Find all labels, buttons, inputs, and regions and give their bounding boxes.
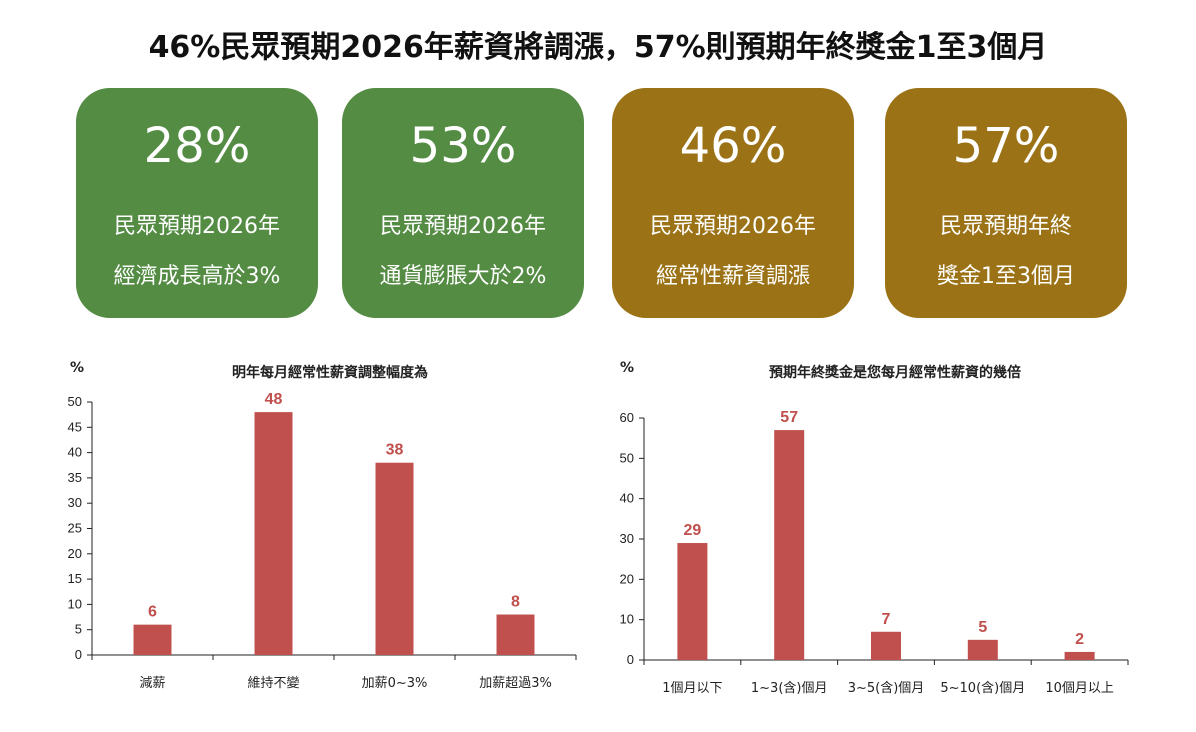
y-tick-label: 0 bbox=[75, 647, 82, 662]
y-tick-label: 25 bbox=[68, 521, 82, 536]
stat-card-bonus: 57% 民眾預期年終 獎金1至3個月 bbox=[885, 88, 1127, 318]
bar bbox=[774, 430, 805, 660]
stat-label-line1: 民眾預期2026年 bbox=[380, 214, 546, 239]
bar-value-label: 38 bbox=[386, 442, 404, 459]
x-tick-label: 減薪 bbox=[139, 675, 165, 691]
y-tick-label: 40 bbox=[68, 445, 82, 460]
stat-label-line2: 經濟成長高於3% bbox=[113, 264, 281, 289]
y-tick-label: 0 bbox=[627, 652, 634, 667]
stat-label-line2: 通貨膨脹大於2% bbox=[379, 264, 547, 289]
bonus-multiple-chart-svg: 預期年終獎金是您每月經常性薪資的幾倍% 0 10 20 30 40 50 60 29 1個月以下 5… bbox=[620, 360, 1129, 696]
stat-value: 57% bbox=[952, 118, 1060, 174]
y-tick-label: 40 bbox=[620, 491, 634, 506]
y-axis-unit: % bbox=[620, 360, 634, 376]
bonus-multiple-chart: 預期年終獎金是您每月經常性薪資的幾倍% 0 10 20 30 40 50 60 29 1個月以下 5… bbox=[600, 355, 1150, 705]
stat-card-inflation: 53% 民眾預期2026年 通貨膨脹大於2% bbox=[342, 88, 584, 318]
y-tick-label: 30 bbox=[620, 531, 634, 546]
x-tick-label: 1個月以下 bbox=[662, 681, 722, 696]
y-tick-label: 60 bbox=[620, 410, 634, 425]
x-tick-label: 10個月以上 bbox=[1045, 681, 1114, 696]
x-tick-label: 3~5(含)個月 bbox=[848, 680, 925, 696]
bar-value-label: 5 bbox=[978, 619, 987, 636]
bar bbox=[677, 543, 708, 660]
x-tick-label: 維持不變 bbox=[247, 675, 299, 691]
stat-label-line2: 經常性薪資調漲 bbox=[655, 264, 810, 289]
y-tick-label: 15 bbox=[68, 571, 82, 586]
stat-value: 28% bbox=[143, 118, 251, 174]
stat-label-line1: 民眾預期2026年 bbox=[114, 214, 280, 239]
stat-label-line1: 民眾預期2026年 bbox=[650, 214, 816, 239]
stat-label-line1: 民眾預期年終 bbox=[939, 214, 1072, 239]
bar-value-label: 6 bbox=[148, 604, 157, 621]
y-tick-label: 20 bbox=[620, 571, 634, 586]
chart-title: 明年每月經常性薪資調整幅度為 bbox=[232, 364, 428, 381]
x-tick-label: 5~10(含)個月 bbox=[940, 680, 1025, 696]
bar-value-label: 2 bbox=[1075, 631, 1084, 648]
bar bbox=[1064, 651, 1095, 660]
bar-value-label: 48 bbox=[265, 391, 283, 408]
y-tick-label: 10 bbox=[68, 596, 82, 611]
bar bbox=[967, 639, 998, 660]
bar bbox=[871, 631, 901, 660]
y-tick-label: 50 bbox=[68, 394, 82, 409]
bar bbox=[375, 462, 414, 655]
bar bbox=[254, 412, 293, 655]
bar bbox=[133, 624, 172, 655]
stat-value: 46% bbox=[679, 118, 787, 174]
bar-value-label: 57 bbox=[780, 409, 798, 426]
stat-card-gdp: 28% 民眾預期2026年 經濟成長高於3% bbox=[76, 88, 318, 318]
bar bbox=[496, 614, 535, 655]
salary-adjustment-chart-svg: 明年每月經常性薪資調整幅度為% 0 5 10 15 20 25 30 35 40 45 50 6 減薪 48… bbox=[68, 360, 577, 691]
bar-value-label: 8 bbox=[511, 594, 520, 611]
y-tick-label: 10 bbox=[620, 612, 634, 627]
stat-card-salary: 46% 民眾預期2026年 經常性薪資調漲 bbox=[612, 88, 854, 318]
stat-label-line2: 獎金1至3個月 bbox=[937, 264, 1075, 289]
y-tick-label: 45 bbox=[68, 419, 82, 434]
bar-value-label: 29 bbox=[684, 522, 702, 539]
bar-value-label: 7 bbox=[882, 611, 891, 628]
chart-title: 預期年終獎金是您每月經常性薪資的幾倍 bbox=[769, 364, 1021, 381]
x-tick-label: 加薪0~3% bbox=[362, 676, 428, 691]
page-title: 46%民眾預期2026年薪資將調漲，57%則預期年終獎金1至3個月 bbox=[148, 30, 1048, 65]
salary-adjustment-chart: 明年每月經常性薪資調整幅度為% 0 5 10 15 20 25 30 35 40 45 50 6 減薪 48… bbox=[40, 355, 580, 705]
y-tick-label: 5 bbox=[75, 622, 82, 637]
y-tick-label: 30 bbox=[68, 495, 82, 510]
x-tick-label: 1~3(含)個月 bbox=[751, 680, 828, 696]
y-tick-label: 35 bbox=[68, 470, 82, 485]
stat-value: 53% bbox=[409, 118, 517, 174]
y-tick-label: 20 bbox=[68, 546, 82, 561]
y-tick-label: 50 bbox=[620, 450, 634, 465]
x-tick-label: 加薪超過3% bbox=[479, 676, 552, 691]
y-axis-unit: % bbox=[70, 360, 84, 376]
